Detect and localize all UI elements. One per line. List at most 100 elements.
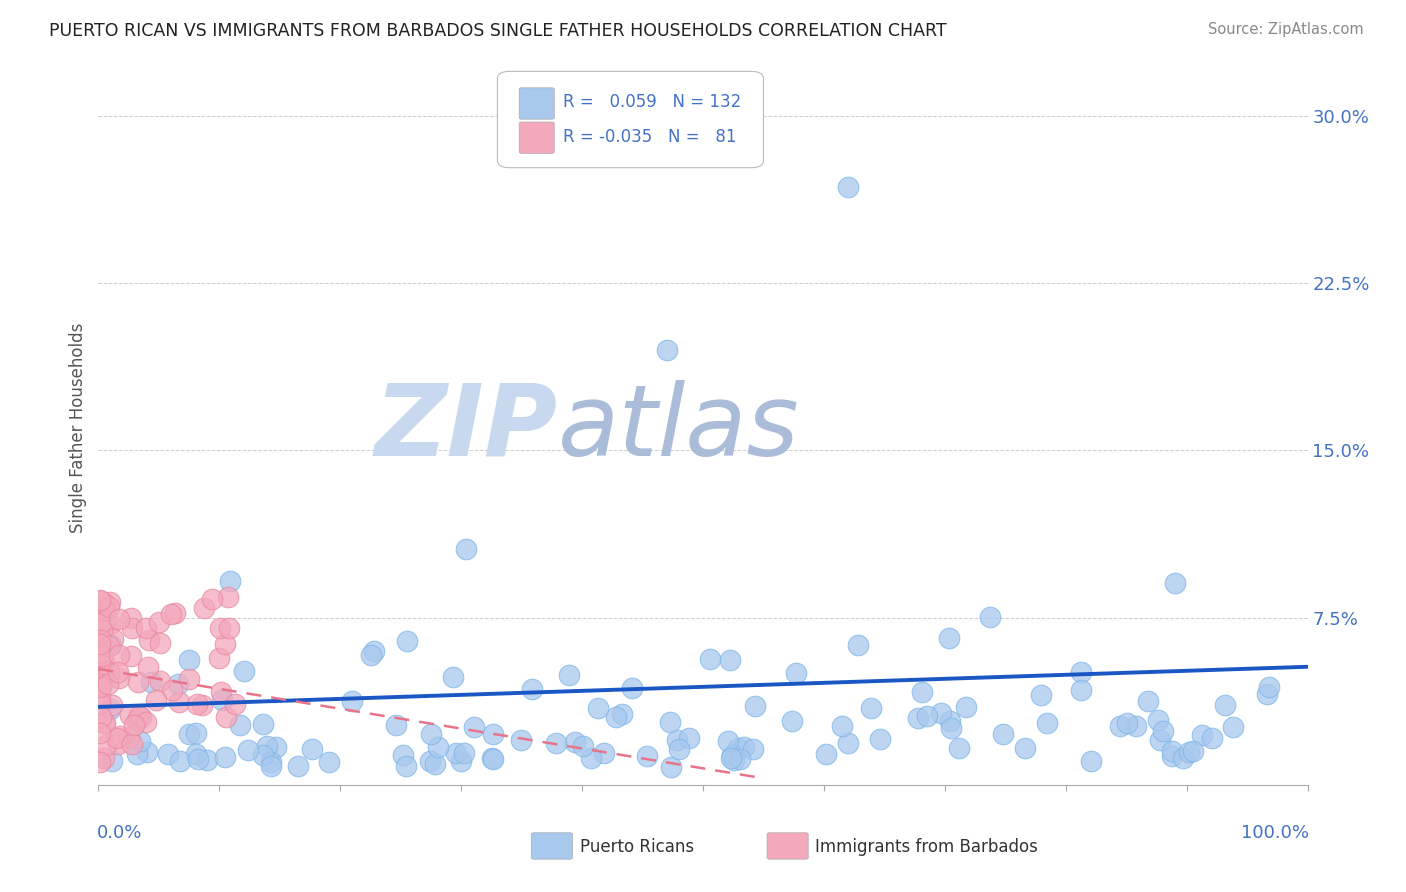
Point [90, 679, 112, 693]
Point [721, 748, 744, 763]
Point [1256, 687, 1278, 701]
Point [208, 651, 231, 665]
Point [392, 747, 415, 762]
Point [1171, 751, 1194, 765]
Point [100, 638, 122, 652]
Point [579, 750, 602, 764]
Point [149, 636, 172, 650]
Point [89, 632, 111, 647]
Point [184, 747, 207, 761]
Point [98, 639, 121, 653]
Point [89, 670, 111, 684]
Text: 100.0%: 100.0% [1240, 824, 1309, 842]
Point [145, 692, 167, 706]
Point [135, 715, 157, 730]
Point [929, 706, 952, 720]
Point [93, 751, 115, 765]
Point [509, 732, 531, 747]
Point [121, 621, 143, 635]
Point [101, 754, 124, 768]
Text: Puerto Ricans: Puerto Ricans [579, 838, 693, 856]
Point [93, 655, 115, 669]
Point [955, 699, 977, 714]
Point [481, 751, 503, 765]
Point [191, 698, 214, 713]
Point [156, 747, 179, 761]
Point [89, 677, 111, 691]
Point [90, 673, 112, 687]
Y-axis label: Single Father Households: Single Father Households [69, 323, 87, 533]
Point [260, 759, 283, 773]
Point [991, 727, 1014, 741]
Point [224, 697, 246, 711]
Text: R =   0.059   N = 132: R = 0.059 N = 132 [562, 93, 741, 111]
Point [1149, 733, 1171, 747]
Point [720, 751, 742, 765]
Point [678, 731, 700, 745]
Point [1164, 576, 1187, 591]
Point [1035, 715, 1057, 730]
Point [1152, 724, 1174, 739]
Point [1014, 740, 1036, 755]
Point [384, 718, 406, 732]
Point [1257, 681, 1279, 695]
Point [1080, 754, 1102, 768]
Point [93, 665, 115, 679]
Text: Immigrants from Barbados: Immigrants from Barbados [815, 838, 1038, 856]
Point [120, 611, 142, 625]
Point [107, 671, 129, 685]
Point [318, 755, 340, 769]
FancyBboxPatch shape [768, 833, 808, 859]
Point [98, 665, 121, 680]
Point [209, 621, 232, 635]
Point [264, 739, 287, 754]
Point [846, 638, 869, 652]
Point [520, 681, 543, 696]
FancyBboxPatch shape [519, 122, 554, 153]
Text: atlas: atlas [558, 380, 800, 476]
Point [588, 700, 610, 714]
Point [837, 736, 859, 750]
Point [94, 738, 117, 752]
Text: Source: ZipAtlas.com: Source: ZipAtlas.com [1208, 22, 1364, 37]
Point [741, 742, 763, 756]
Point [915, 709, 938, 723]
Point [837, 180, 859, 194]
Point [108, 648, 131, 662]
Point [110, 729, 132, 743]
Point [260, 756, 283, 770]
Point [558, 668, 581, 682]
Point [287, 758, 309, 772]
Point [186, 697, 208, 711]
Text: R = -0.035   N =   81: R = -0.035 N = 81 [562, 128, 737, 146]
Point [90, 648, 112, 663]
Point [744, 699, 766, 714]
Point [122, 718, 145, 732]
Point [118, 730, 141, 744]
Point [699, 652, 721, 666]
Point [89, 646, 111, 660]
Point [456, 541, 478, 556]
Point [89, 632, 111, 646]
Point [363, 643, 385, 657]
Point [127, 713, 149, 727]
Point [733, 739, 755, 754]
Point [148, 615, 170, 629]
Text: 0.0%: 0.0% [97, 824, 142, 842]
Point [360, 648, 382, 663]
Point [1161, 749, 1184, 764]
Point [89, 696, 111, 710]
Point [668, 742, 690, 756]
Point [666, 733, 689, 747]
Point [1191, 728, 1213, 742]
Point [1115, 715, 1137, 730]
Point [1108, 719, 1130, 733]
Point [1222, 719, 1244, 733]
Point [211, 693, 233, 707]
Point [89, 725, 111, 739]
Point [907, 711, 929, 725]
Point [481, 727, 503, 741]
Point [135, 621, 157, 635]
Point [1161, 744, 1184, 758]
Point [94, 615, 117, 630]
